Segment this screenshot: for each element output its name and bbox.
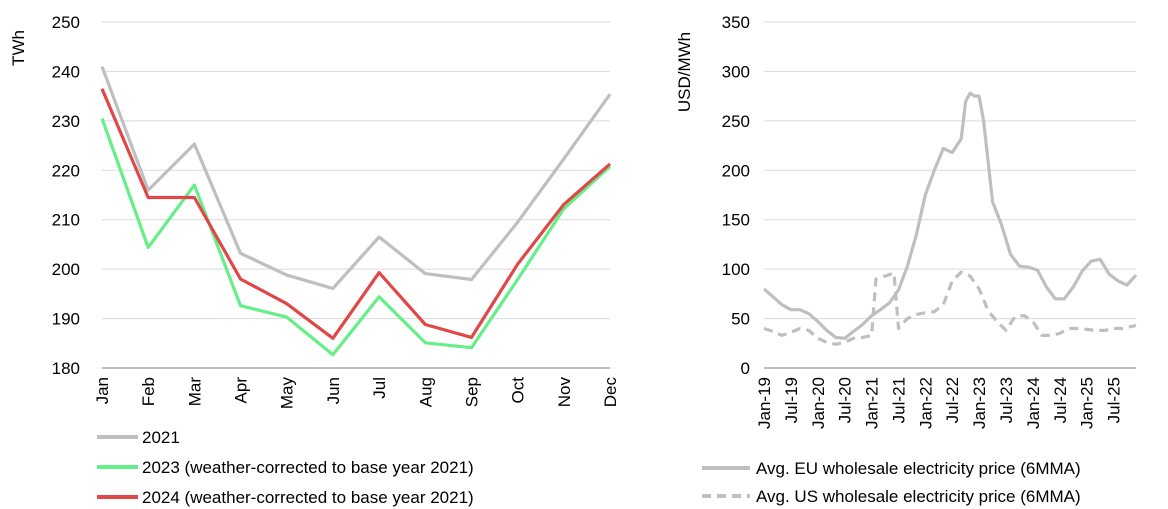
x-tick-label: Jul-21 — [889, 377, 908, 423]
x-tick-label: Oct — [509, 377, 528, 404]
x-tick-label: Jan-20 — [809, 377, 828, 429]
y-tick-label: 200 — [722, 161, 750, 180]
y-tick-label: 250 — [722, 112, 750, 131]
y-tick-label: 180 — [52, 359, 80, 378]
legend-label: Avg. EU wholesale electricity price (6MM… — [756, 459, 1081, 478]
x-tick-label: Jul-19 — [782, 377, 801, 423]
legend-label: Avg. US wholesale electricity price (6MM… — [756, 487, 1081, 506]
y-tick-label: 210 — [52, 211, 80, 230]
x-tick-label: Mar — [185, 377, 204, 407]
x-tick-label: Jan-24 — [1024, 377, 1043, 429]
chart-monthly-consumption: 180 190 200 210 220 230 240 250 TWh Jan Feb Mar Apr M… — [9, 13, 620, 507]
x-tick-label: Apr — [232, 377, 251, 404]
series-line-2 — [100, 88, 612, 340]
y-tick-label: 300 — [722, 62, 750, 81]
series-line-0 — [762, 91, 1138, 340]
x-tick-label: Sep — [462, 377, 481, 407]
x-tick-label: Jul-23 — [997, 377, 1016, 423]
x-tick-label: Jul-22 — [943, 377, 962, 423]
x-tick-label: Dec — [601, 377, 620, 408]
y-tick-label: 200 — [52, 260, 80, 279]
series-line-1 — [763, 270, 1137, 346]
chart-wholesale-prices: 0 50 100 150 200 250 300 350 USD/MWh Jan-19 Jul-19… — [675, 13, 1138, 506]
y-tick-label: 0 — [741, 359, 750, 378]
x-tick-label: Jul-20 — [836, 377, 855, 423]
y-axis-label: USD/MWh — [675, 32, 694, 112]
x-tick-label: Feb — [139, 377, 158, 406]
series-line-0 — [100, 65, 612, 290]
y-tick-label: 100 — [722, 260, 750, 279]
x-tick-label: Jul-25 — [1105, 377, 1124, 423]
y-tick-label: 350 — [722, 13, 750, 32]
y-tick-label: 50 — [731, 310, 750, 329]
legend-label: 2021 — [142, 428, 180, 447]
series-line-1 — [100, 117, 612, 357]
y-tick-label: 190 — [52, 310, 80, 329]
x-tick-label: Jan-25 — [1078, 377, 1097, 429]
legend-label: 2024 (weather-corrected to base year 202… — [142, 488, 474, 507]
x-tick-label: Jul-24 — [1051, 377, 1070, 423]
x-tick-label: Jan — [93, 377, 112, 404]
legend-label: 2023 (weather-corrected to base year 202… — [142, 458, 474, 477]
y-tick-label: 250 — [52, 13, 80, 32]
x-tick-label: Aug — [416, 377, 435, 407]
y-tick-label: 220 — [52, 161, 80, 180]
y-tick-label: 230 — [52, 112, 80, 131]
y-axis-label: TWh — [9, 30, 28, 66]
y-tick-label: 240 — [52, 62, 80, 81]
y-tick-label: 150 — [722, 211, 750, 230]
x-tick-label: Jul — [370, 377, 389, 399]
x-tick-label: Jun — [324, 377, 343, 404]
x-tick-label: May — [278, 377, 297, 410]
x-tick-label: Jan-22 — [916, 377, 935, 429]
x-tick-label: Nov — [555, 377, 574, 408]
x-tick-label: Jan-23 — [970, 377, 989, 429]
x-tick-label: Jan-21 — [863, 377, 882, 429]
x-tick-label: Jan-19 — [755, 377, 774, 429]
